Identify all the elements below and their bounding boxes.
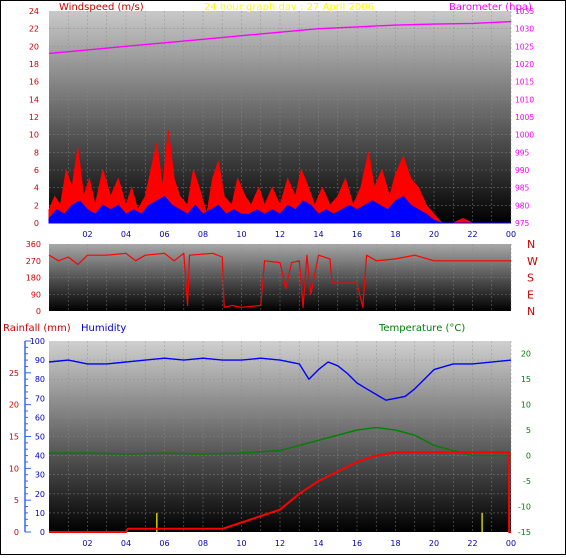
baro-y-tick-label: 980	[515, 201, 530, 210]
rain-y-tick-label: 0	[14, 528, 19, 537]
chart-title: 24 hour graph day : 27 April 2006	[204, 2, 374, 13]
wind-y-tick-label: 10	[29, 131, 39, 140]
direction-y-tick-label: 0	[36, 307, 41, 316]
wind-x-tick-label: 20	[429, 230, 439, 239]
direction-y-tick-label: 360	[26, 240, 41, 249]
rain-x-tick-label: 12	[275, 539, 285, 548]
wind-x-tick-label: 00	[506, 230, 516, 239]
rain-x-tick-label: 06	[159, 539, 169, 548]
humidity-y-tick-label: 20	[35, 490, 45, 499]
rain-x-tick-label: 02	[82, 539, 92, 548]
direction-compass-label: N	[527, 238, 535, 251]
baro-y-tick-label: 1020	[515, 60, 534, 69]
temp-y-tick-label: 20	[521, 350, 531, 359]
baro-y-tick-label: 975	[515, 219, 530, 228]
wind-y-tick-label: 8	[34, 148, 39, 157]
wind-x-tick-label: 08	[198, 230, 208, 239]
rain-y-tick-label: 5	[14, 496, 19, 505]
baro-y-tick-label: 1035	[515, 7, 534, 16]
humidity-y-tick-label: 80	[35, 375, 45, 384]
temp-y-tick-label: -15	[518, 528, 531, 537]
wind-y-tick-label: 20	[29, 42, 39, 51]
humidity-y-tick-label: 30	[35, 471, 45, 480]
wind-y-tick-label: 0	[34, 219, 39, 228]
wind-x-tick-label: 14	[313, 230, 323, 239]
wind-y-tick-label: 12	[29, 113, 39, 122]
temp-y-tick-label: 5	[526, 426, 531, 435]
rain-y-tick-label: 25	[9, 369, 19, 378]
baro-y-tick-label: 1010	[515, 95, 534, 104]
wind-x-tick-label: 10	[236, 230, 246, 239]
avgwind-series	[48, 195, 511, 224]
humidity-y-tick-label: 60	[35, 413, 45, 422]
rain-y-tick-label: 15	[9, 433, 19, 442]
direction-compass-label: W	[527, 255, 538, 268]
rainfall-axis-label: Rainfall (mm)	[3, 323, 71, 334]
direction-y-tick-label: 180	[26, 274, 41, 283]
rain-x-tick-label: 20	[429, 539, 439, 548]
humidity-series	[48, 357, 512, 401]
wind-x-tick-label: 06	[159, 230, 169, 239]
baro-y-tick-label: 1030	[515, 25, 534, 34]
temperature-series	[49, 426, 511, 457]
temp-y-tick-label: -10	[518, 503, 531, 512]
wind-x-tick-label: 02	[82, 230, 92, 239]
humidity-y-tick-label: 70	[35, 394, 45, 403]
rain-x-tick-label: 00	[506, 539, 516, 548]
temperature-axis-label: Temperature (°C)	[378, 323, 465, 334]
direction-compass-label: S	[527, 272, 534, 285]
rain-x-tick-label: 22	[467, 539, 477, 548]
wind-x-tick-label: 22	[467, 230, 477, 239]
temp-y-tick-label: 0	[526, 452, 531, 461]
temp-y-tick-label: 15	[521, 375, 531, 384]
rain-x-tick-label: 08	[198, 539, 208, 548]
rain-x-tick-label: 14	[313, 539, 323, 548]
rain-x-tick-label: 04	[121, 539, 131, 548]
direction-compass-label: N	[527, 305, 535, 318]
humidity-axis-label: Humidity	[81, 323, 126, 334]
rain-x-tick-label: 16	[352, 539, 362, 548]
humidity-y-tick-label: 10	[35, 509, 45, 518]
rain-x-tick-label: 18	[390, 539, 400, 548]
direction-y-tick-label: 270	[26, 257, 41, 266]
wind-y-tick-label: 18	[29, 60, 39, 69]
windspeed-axis-label: Windspeed (m/s)	[59, 2, 144, 13]
baro-y-tick-label: 1025	[515, 42, 534, 51]
wind-y-tick-label: 24	[29, 7, 39, 16]
baro-y-tick-label: 1015	[515, 78, 534, 87]
humidity-y-tick-label: 0	[40, 528, 45, 537]
temp-y-tick-label: 10	[521, 401, 531, 410]
humidity-y-tick-label: 50	[35, 433, 45, 442]
baro-y-tick-label: 1005	[515, 113, 534, 122]
wind-y-tick-label: 16	[29, 78, 39, 87]
barometer-series	[48, 20, 512, 55]
direction-y-tick-label: 90	[31, 290, 41, 299]
wind-x-tick-label: 04	[121, 230, 131, 239]
rain-y-tick-label: 10	[9, 464, 19, 473]
barometer-axis-label: Barometer (hpa)	[449, 2, 532, 13]
humidity-y-tick-label: 90	[35, 356, 45, 365]
wind-x-tick-label: 18	[390, 230, 400, 239]
wind-y-tick-label: 6	[34, 166, 39, 175]
wind-y-tick-label: 14	[29, 95, 39, 104]
direction-compass-label: E	[527, 288, 534, 301]
wind-x-tick-label: 12	[275, 230, 285, 239]
wind-y-tick-label: 22	[29, 25, 39, 34]
baro-y-tick-label: 985	[515, 184, 530, 193]
wind-y-tick-label: 2	[34, 201, 39, 210]
baro-y-tick-label: 995	[515, 148, 530, 157]
baro-y-tick-label: 990	[515, 166, 530, 175]
rain-y-tick-label: 20	[9, 401, 19, 410]
baro-y-tick-label: 1000	[515, 131, 534, 140]
humidity-y-tick-label: 100	[30, 337, 45, 346]
direction-series	[48, 252, 511, 308]
wind-x-tick-label: 16	[352, 230, 362, 239]
rainfall-series	[49, 451, 511, 533]
wind-y-tick-label: 4	[34, 184, 39, 193]
rain-x-tick-label: 10	[236, 539, 246, 548]
temp-y-tick-label: -5	[523, 477, 531, 486]
humidity-y-tick-label: 40	[35, 452, 45, 461]
